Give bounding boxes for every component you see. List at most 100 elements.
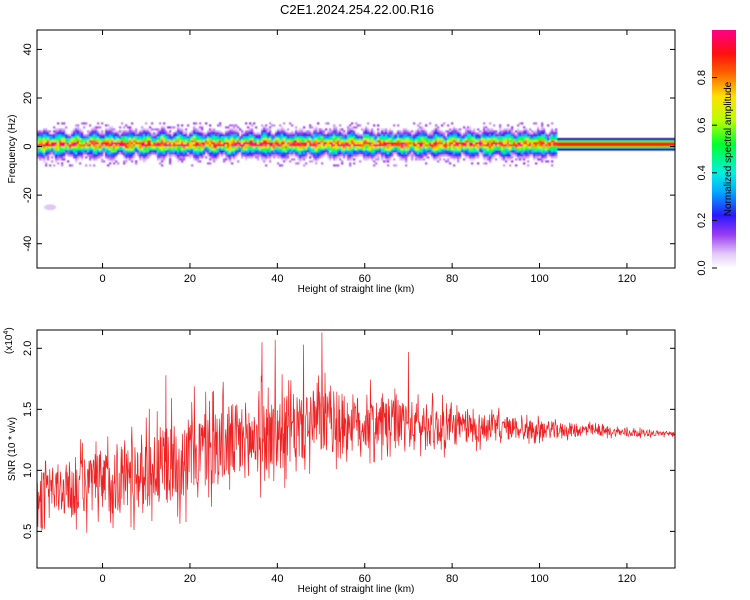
heatmap-cell: [97, 146, 100, 149]
heatmap-cell: [115, 160, 118, 163]
heatmap-cell: [199, 126, 202, 129]
heatmap-cell: [281, 142, 284, 145]
heatmap-cell: [335, 156, 338, 159]
heatmap-cell: [415, 158, 418, 161]
heatmap-cell: [533, 156, 536, 159]
heatmap-y-axis-label: Frequency (Hz): [7, 115, 18, 184]
heatmap-cell: [193, 144, 196, 147]
heatmap-cell: [425, 124, 428, 127]
heatmap-cell: [363, 148, 366, 151]
heatmap-cell: [465, 134, 468, 137]
heatmap-cell: [111, 142, 114, 145]
heatmap-cell: [355, 136, 358, 139]
heatmap-cell: [311, 140, 314, 143]
heatmap-cell: [93, 154, 96, 157]
heatmap-cell: [175, 144, 178, 147]
heatmap-cell: [463, 152, 466, 155]
heatmap-cell: [391, 138, 394, 141]
heatmap-cell: [203, 150, 206, 153]
heatmap-cell: [455, 130, 458, 133]
heatmap-cell: [99, 156, 102, 159]
heatmap-cell: [189, 140, 192, 143]
heatmap-cell: [289, 146, 292, 149]
heatmap-cell: [235, 152, 238, 155]
heatmap-cell: [231, 134, 234, 137]
heatmap-cell: [151, 138, 154, 141]
heatmap-cell: [553, 152, 556, 155]
heatmap-cell: [205, 142, 208, 145]
heatmap-cell: [393, 158, 396, 161]
heatmap-cell: [599, 140, 602, 143]
heatmap-cell: [535, 162, 538, 165]
heatmap-cell: [285, 148, 288, 151]
heatmap-cell: [483, 138, 486, 141]
heatmap-cell: [333, 158, 336, 161]
heatmap-cell: [185, 128, 188, 131]
heatmap-cell: [255, 136, 258, 139]
heatmap-cell: [521, 146, 524, 149]
heatmap-cell: [521, 140, 524, 143]
heatmap-cell: [429, 122, 432, 125]
heatmap-cell: [365, 146, 368, 149]
heatmap-cell: [263, 156, 266, 159]
heatmap-cell: [381, 158, 384, 161]
heatmap-cell: [287, 146, 290, 149]
heatmap-cell: [571, 140, 574, 143]
heatmap-cell: [549, 130, 552, 133]
heatmap-cell: [365, 132, 368, 135]
heatmap-cell: [419, 128, 422, 131]
heatmap-cell: [303, 138, 306, 141]
heatmap-cell: [487, 132, 490, 135]
heatmap-cell: [249, 150, 252, 153]
heatmap-cell: [463, 158, 466, 161]
heatmap-cell: [315, 130, 318, 133]
heatmap-cell: [113, 146, 116, 149]
heatmap-cell: [507, 140, 510, 143]
heatmap-cell: [131, 156, 134, 159]
heatmap-cell: [213, 150, 216, 153]
heatmap-cell: [243, 150, 246, 153]
heatmap-cell: [87, 142, 90, 145]
heatmap-cell: [233, 156, 236, 159]
heatmap-cell: [75, 156, 78, 159]
heatmap-cell: [169, 148, 172, 151]
heatmap-cell: [283, 128, 286, 131]
heatmap-cell: [449, 132, 452, 135]
heatmap-cell: [423, 150, 426, 153]
heatmap-cell: [665, 146, 668, 149]
heatmap-cell: [347, 136, 350, 139]
heatmap-cell: [309, 144, 312, 147]
heatmap-cell: [221, 144, 224, 147]
heatmap-cell: [45, 162, 48, 165]
heatmap-cell: [43, 150, 46, 153]
heatmap-cell: [245, 154, 248, 157]
heatmap-cell: [445, 140, 448, 143]
heatmap-cell: [663, 140, 666, 143]
heatmap-cell: [463, 148, 466, 151]
heatmap-cell: [541, 148, 544, 151]
heatmap-cell: [533, 150, 536, 153]
heatmap-cell: [81, 140, 84, 143]
heatmap-cell: [213, 158, 216, 161]
heatmap-cell: [281, 150, 284, 153]
heatmap-cell: [557, 144, 560, 147]
heatmap-cell: [449, 140, 452, 143]
heatmap-cell: [535, 156, 538, 159]
heatmap-cell: [161, 142, 164, 145]
heatmap-cell: [141, 134, 144, 137]
heatmap-cell: [135, 132, 138, 135]
heatmap-cell: [207, 154, 210, 157]
heatmap-cell: [493, 132, 496, 135]
heatmap-cell: [119, 148, 122, 151]
heatmap-cell: [99, 134, 102, 137]
heatmap-cell: [333, 126, 336, 129]
heatmap-cell: [117, 130, 120, 133]
heatmap-cell: [647, 144, 650, 147]
heatmap-cell: [447, 152, 450, 155]
heatmap-cell: [125, 146, 128, 149]
heatmap-cell: [373, 164, 376, 167]
heatmap-cell: [181, 130, 184, 133]
heatmap-cell: [197, 130, 200, 133]
heatmap-cell: [515, 158, 518, 161]
heatmap-cell: [163, 132, 166, 135]
